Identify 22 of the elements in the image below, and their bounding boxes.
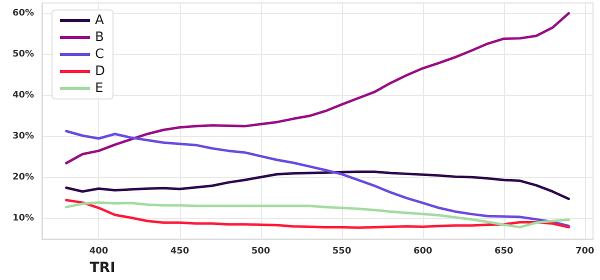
- legend-label: A: [95, 13, 104, 28]
- y-tick-label: 30%: [12, 131, 34, 142]
- y-tick-label: 20%: [12, 172, 34, 183]
- line-series: [65, 12, 570, 164]
- x-tick-label: 500: [251, 246, 270, 257]
- x-axis-title: TRI: [90, 260, 116, 276]
- y-tick-label: 50%: [12, 49, 34, 60]
- line-series: [65, 170, 570, 200]
- x-tick-label: 600: [413, 246, 432, 257]
- x-tick-label: 650: [494, 246, 514, 257]
- legend-label: B: [95, 30, 104, 45]
- y-tick-label: 10%: [12, 214, 34, 224]
- y-tick-label: 60%: [12, 8, 34, 18]
- x-tick-label: 700: [576, 246, 594, 257]
- x-tick-label: 550: [332, 246, 352, 257]
- legend-label: C: [95, 47, 104, 62]
- legend-label: E: [95, 81, 104, 96]
- x-tick-label: 450: [170, 246, 190, 257]
- legend-label: D: [95, 64, 106, 79]
- line-series: [65, 130, 570, 228]
- y-tick-label: 40%: [12, 90, 34, 100]
- x-tick-label: 400: [89, 246, 108, 257]
